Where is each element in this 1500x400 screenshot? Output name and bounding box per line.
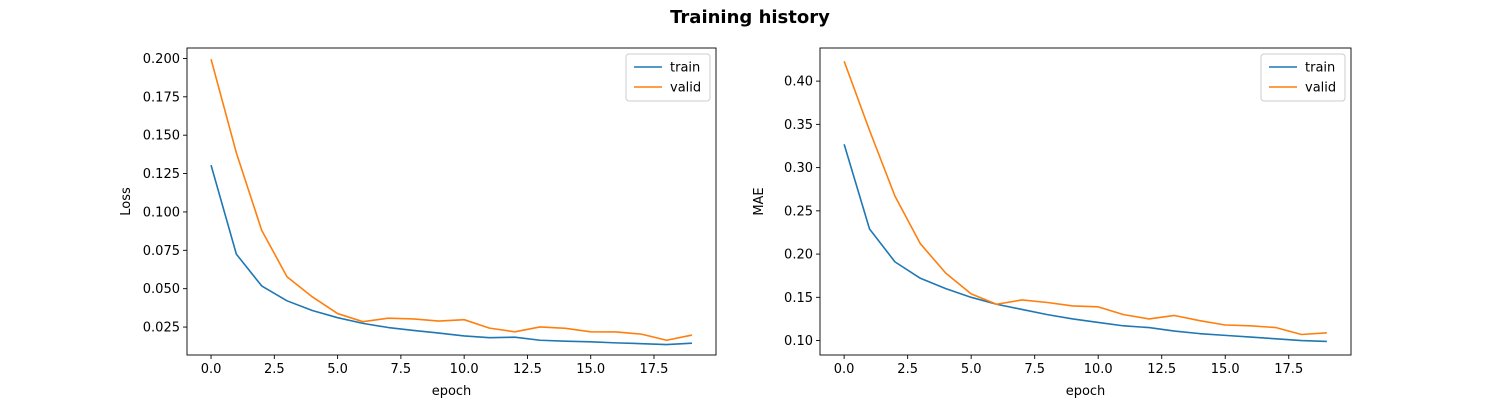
legend-label-train: train	[670, 61, 700, 76]
x-tick-label: 7.5	[1024, 362, 1045, 377]
legend: train valid	[625, 53, 711, 102]
x-tick-label: 15.0	[1211, 362, 1240, 377]
x-tick-label: 0.0	[834, 362, 855, 377]
plot-area-frame	[819, 47, 1352, 356]
x-tick-label: 0.0	[201, 362, 222, 377]
legend-box	[625, 53, 711, 102]
x-axis-label: epoch	[1066, 384, 1106, 399]
x-tick-label: 12.5	[513, 362, 542, 377]
x-tick-label: 5.0	[961, 362, 982, 377]
y-tick-label: 0.10	[784, 334, 813, 349]
x-tick-label: 2.5	[897, 362, 918, 377]
x-tick-label: 15.0	[576, 362, 605, 377]
y-tick-label: 0.200	[143, 52, 180, 67]
series-line-train	[843, 144, 1327, 343]
y-tick-label: 0.175	[143, 90, 180, 105]
series-line-valid	[210, 59, 693, 342]
x-axis-label: epoch	[432, 384, 472, 399]
x-tick-label: 2.5	[264, 362, 285, 377]
series-line-train	[210, 164, 692, 346]
legend-label-train: train	[1305, 61, 1335, 76]
x-tick-label: 12.5	[1147, 362, 1176, 377]
figure-title: Training history	[670, 7, 830, 28]
loss-chart: 0.0 2.5 5.0 7.5 10.0 12.5 15.0 17.5 0.025 0.050 0.…	[119, 47, 717, 399]
y-tick-label: 0.050	[143, 282, 180, 297]
x-tick-label: 5.0	[327, 362, 348, 377]
x-tick-label: 10.0	[450, 362, 479, 377]
y-tick-label: 0.150	[143, 129, 180, 144]
series-line-valid	[843, 60, 1327, 336]
y-tick-label: 0.30	[784, 161, 813, 176]
y-axis-label: MAE	[752, 187, 767, 215]
y-tick-label: 0.15	[784, 291, 813, 306]
legend: train valid	[1260, 53, 1346, 102]
y-tick-label: 0.40	[784, 75, 813, 90]
y-tick-label: 0.100	[143, 205, 180, 220]
legend-box	[1260, 53, 1346, 102]
y-tick-label: 0.20	[784, 248, 813, 263]
legend-label-valid: valid	[1305, 81, 1336, 96]
y-axis-label: Loss	[119, 187, 134, 216]
legend-label-valid: valid	[670, 81, 701, 96]
x-tick-label: 10.0	[1084, 362, 1113, 377]
y-tick-label: 0.025	[143, 321, 180, 336]
y-tick-label: 0.125	[143, 167, 180, 182]
y-tick-label: 0.075	[143, 244, 180, 259]
mae-chart: 0.0 2.5 5.0 7.5 10.0 12.5 15.0 17.5 0.10 0.15 0.20…	[752, 47, 1352, 399]
x-tick-label: 17.5	[640, 362, 669, 377]
plot-area-frame	[186, 47, 717, 356]
x-tick-label: 17.5	[1274, 362, 1303, 377]
y-tick-label: 0.25	[784, 204, 813, 219]
y-tick-label: 0.35	[784, 118, 813, 133]
x-tick-label: 7.5	[391, 362, 412, 377]
